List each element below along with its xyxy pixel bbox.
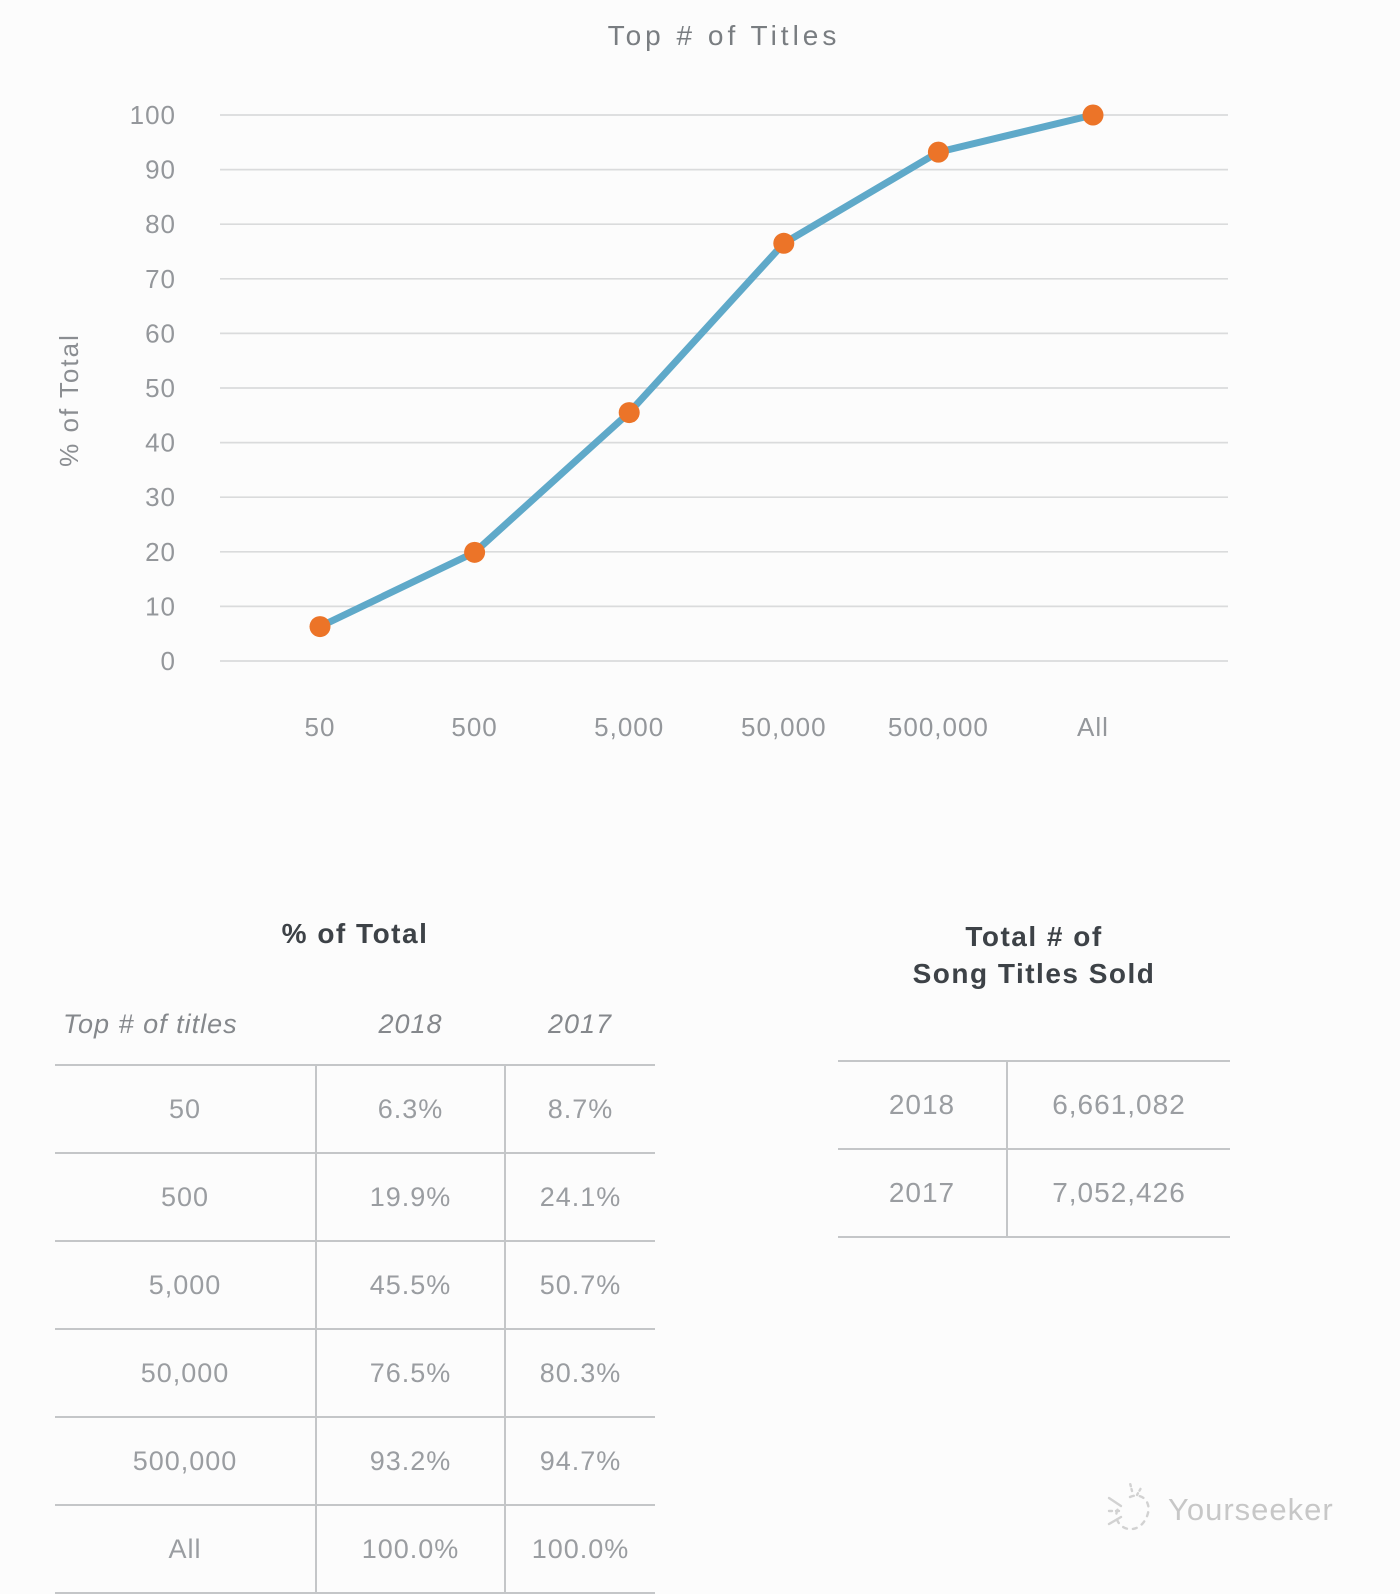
titles-cumulative-line-chart: 0 10 20 30 40 50 60 70 80 90 100 50 500 5,000 50,000 50… [54, 100, 1228, 742]
y-tick-label: 20 [145, 537, 176, 567]
data-point [773, 232, 795, 254]
x-tick-label: 5,000 [594, 712, 664, 742]
year-label: 2018 [838, 1061, 1008, 1150]
value-2018: 45.5% [315, 1241, 505, 1330]
y-tick-label: 10 [145, 591, 176, 621]
y-tick-label: 60 [145, 318, 176, 348]
y-tick-label: 30 [145, 482, 176, 512]
percent-table-title: % of Total [281, 918, 429, 949]
table-row: 50 6.3% 8.7% [55, 1065, 655, 1154]
data-point [464, 541, 486, 563]
x-tick-label: All [1077, 712, 1109, 742]
yourseeker-logo-icon [1103, 1481, 1150, 1531]
value-2017: 94.7% [504, 1417, 655, 1506]
x-tick-label: 50,000 [741, 712, 827, 742]
percent-table: Top # of titles 2018 2017 50 6.3% 8.7% 5… [55, 985, 655, 1594]
y-tick-label: 90 [145, 155, 176, 185]
value-2018: 6.3% [315, 1065, 505, 1154]
total-value: 7,052,426 [1007, 1149, 1230, 1238]
row-label: 500 [55, 1153, 316, 1242]
year-label: 2017 [838, 1149, 1008, 1238]
value-2018: 76.5% [315, 1329, 505, 1418]
value-2017: 8.7% [504, 1065, 655, 1154]
total-value: 6,661,082 [1007, 1061, 1230, 1150]
data-point [309, 616, 331, 638]
y-tick-label: 50 [145, 373, 176, 403]
table-row: 500 19.9% 24.1% [55, 1153, 655, 1242]
y-tick-label: 80 [145, 209, 176, 239]
totals-table-title: Total # of Song Titles Sold [838, 918, 1230, 992]
data-point [927, 141, 949, 163]
trend-line [316, 111, 1097, 631]
y-tick-label: 0 [161, 646, 176, 676]
y-tick-label: 40 [145, 428, 176, 458]
col-header-top-titles: Top # of titles [55, 985, 316, 1066]
data-point [1082, 104, 1104, 126]
chart-title: Top # of Titles [607, 20, 841, 51]
value-2018: 19.9% [315, 1153, 505, 1242]
table-row: All 100.0% 100.0% [55, 1505, 655, 1594]
value-2017: 100.0% [504, 1505, 655, 1594]
y-tick-label: 70 [145, 264, 176, 294]
value-2017: 24.1% [504, 1153, 655, 1242]
totals-table: 2018 6,661,082 2017 7,052,426 [838, 1060, 1230, 1238]
table-row: 500,000 93.2% 94.7% [55, 1417, 655, 1506]
y-axis-title: % of Total [54, 333, 84, 467]
watermark-text: Yourseeker [1168, 1492, 1334, 1527]
totals-table-title-line1: Total # of [965, 921, 1103, 952]
watermark: Yourseeker [1100, 1478, 1334, 1542]
percent-table-header-row: Top # of titles 2018 2017 [55, 985, 655, 1066]
col-header-2017: 2017 [505, 985, 655, 1066]
table-row: 2017 7,052,426 [838, 1149, 1230, 1238]
value-2017: 50.7% [504, 1241, 655, 1330]
x-tick-label: 500 [451, 712, 497, 742]
row-label: 5,000 [55, 1241, 316, 1330]
row-label: 50 [55, 1065, 316, 1154]
value-2017: 80.3% [504, 1329, 655, 1418]
row-label: 500,000 [55, 1417, 316, 1506]
table-row: 2018 6,661,082 [838, 1061, 1230, 1150]
row-label: 50,000 [55, 1329, 316, 1418]
col-header-2018: 2018 [316, 985, 505, 1066]
table-row: 50,000 76.5% 80.3% [55, 1329, 655, 1418]
x-tick-label: 50 [305, 712, 336, 742]
row-label: All [55, 1505, 316, 1594]
totals-table-title-line2: Song Titles Sold [912, 958, 1156, 989]
y-tick-label: 100 [130, 100, 176, 130]
table-row: 5,000 45.5% 50.7% [55, 1241, 655, 1330]
value-2018: 93.2% [315, 1417, 505, 1506]
x-tick-label: 500,000 [888, 712, 989, 742]
value-2018: 100.0% [315, 1505, 505, 1594]
data-point [618, 402, 640, 424]
